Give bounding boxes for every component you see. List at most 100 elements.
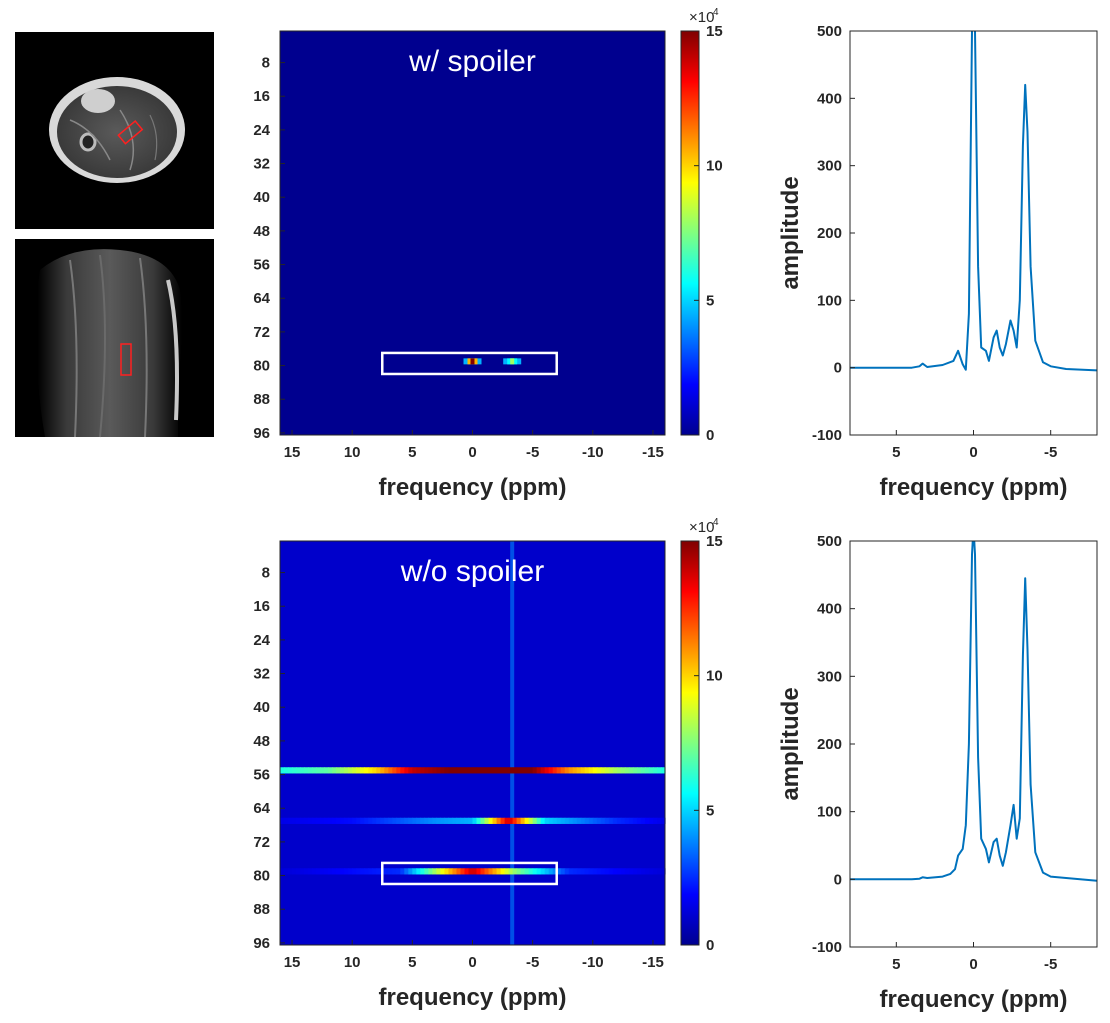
artifact-cell bbox=[528, 817, 534, 824]
artifact-cell bbox=[288, 817, 293, 824]
artifact-cell bbox=[496, 767, 502, 774]
artifact-cell bbox=[316, 767, 321, 774]
artifact-cell bbox=[464, 868, 470, 875]
artifact-cell bbox=[328, 868, 333, 875]
y-tick-label: 100 bbox=[817, 292, 842, 309]
y-tick-label: 64 bbox=[253, 800, 270, 817]
artifact-cell bbox=[624, 817, 630, 824]
artifact-cell bbox=[320, 817, 325, 824]
artifact-cell bbox=[576, 817, 582, 824]
y-tick-label: 80 bbox=[253, 868, 270, 885]
artifact-cell bbox=[516, 817, 522, 824]
x-tick-label: -5 bbox=[526, 954, 539, 971]
artifact-cell bbox=[488, 868, 494, 875]
y-tick-label: 500 bbox=[817, 23, 842, 40]
artifact-cell bbox=[292, 868, 297, 875]
artifact-cell bbox=[608, 868, 614, 875]
colorbar-tick-label: 10 bbox=[706, 668, 723, 685]
artifact-cell bbox=[596, 767, 602, 774]
artifact-cell bbox=[612, 767, 618, 774]
colorbar-tick-label: 15 bbox=[706, 23, 723, 40]
x-tick-label: -15 bbox=[642, 954, 664, 971]
hotspot bbox=[503, 358, 522, 365]
artifact-cell bbox=[388, 817, 393, 824]
artifact-cell bbox=[296, 868, 301, 875]
artifact-cell bbox=[504, 868, 510, 875]
artifact-cell bbox=[564, 817, 570, 824]
artifact-cell bbox=[428, 817, 433, 824]
artifact-cell bbox=[324, 868, 329, 875]
artifact-cell bbox=[572, 817, 578, 824]
artifact-cell bbox=[344, 817, 349, 824]
artifact-cell bbox=[336, 817, 341, 824]
artifact-cell bbox=[356, 868, 361, 875]
panel-title: w/o spoiler bbox=[400, 555, 544, 588]
artifact-cell bbox=[556, 817, 562, 824]
artifact-cell bbox=[328, 767, 333, 774]
highlight-box bbox=[381, 351, 558, 376]
artifact-cell bbox=[652, 767, 658, 774]
y-axis-label: amplitude bbox=[777, 687, 804, 800]
artifact-cell bbox=[484, 767, 490, 774]
artifact-cell bbox=[308, 767, 313, 774]
artifact-cell bbox=[500, 767, 506, 774]
artifact-cell bbox=[420, 817, 425, 824]
artifact-cell bbox=[364, 767, 369, 774]
artifact-cell bbox=[380, 767, 385, 774]
artifact-cell bbox=[288, 868, 293, 875]
artifact-cell bbox=[352, 767, 357, 774]
artifact-cell bbox=[468, 817, 474, 824]
artifact-cell bbox=[540, 767, 546, 774]
artifact-cell bbox=[476, 868, 482, 875]
artifact-cell bbox=[624, 767, 630, 774]
artifact-cell bbox=[424, 868, 429, 875]
artifact-cell bbox=[508, 817, 514, 824]
artifact-cell bbox=[644, 868, 650, 875]
y-tick-label: -100 bbox=[812, 427, 842, 444]
artifact-cell bbox=[512, 817, 518, 824]
artifact-cell bbox=[620, 817, 626, 824]
artifact-cell bbox=[400, 868, 405, 875]
artifact-cell bbox=[452, 868, 458, 875]
artifact-cell bbox=[588, 817, 594, 824]
artifact-cell bbox=[368, 868, 373, 875]
artifact-cell bbox=[472, 868, 478, 875]
artifact-cell bbox=[396, 868, 401, 875]
artifact-cell bbox=[524, 868, 530, 875]
colorbar-tick-label: 0 bbox=[706, 427, 714, 444]
artifact-cell bbox=[304, 767, 309, 774]
artifact-cell bbox=[636, 868, 642, 875]
y-tick-label: 8 bbox=[262, 565, 270, 582]
x-tick-label: -10 bbox=[582, 954, 604, 971]
artifact-cell bbox=[524, 817, 530, 824]
y-tick-label: 56 bbox=[253, 257, 270, 274]
artifact-cell bbox=[416, 817, 421, 824]
y-tick-label: 88 bbox=[253, 901, 270, 918]
artifact-cell bbox=[344, 767, 349, 774]
x-tick-label: 15 bbox=[284, 954, 301, 971]
y-tick-label: 400 bbox=[817, 601, 842, 618]
artifact-cell bbox=[320, 868, 325, 875]
artifact-cell bbox=[468, 868, 474, 875]
artifact-cell bbox=[440, 817, 446, 824]
artifact-cell bbox=[552, 767, 558, 774]
artifact-cell bbox=[444, 868, 450, 875]
artifact-cell bbox=[576, 767, 582, 774]
artifact-cell bbox=[536, 767, 542, 774]
y-tick-label: 40 bbox=[253, 699, 270, 716]
artifact-cell bbox=[280, 868, 285, 875]
artifact-cell bbox=[540, 868, 546, 875]
artifact-cell bbox=[352, 817, 357, 824]
artifact-cell bbox=[440, 767, 446, 774]
artifact-cell bbox=[328, 817, 333, 824]
artifact-cell bbox=[312, 767, 317, 774]
artifact-cell bbox=[408, 817, 413, 824]
artifact-cell bbox=[620, 767, 626, 774]
artifact-cell bbox=[560, 817, 566, 824]
artifact-cell bbox=[616, 868, 622, 875]
artifact-cell bbox=[660, 868, 666, 875]
artifact-cell bbox=[404, 868, 409, 875]
artifact-cell bbox=[332, 868, 337, 875]
artifact-cell bbox=[280, 767, 285, 774]
